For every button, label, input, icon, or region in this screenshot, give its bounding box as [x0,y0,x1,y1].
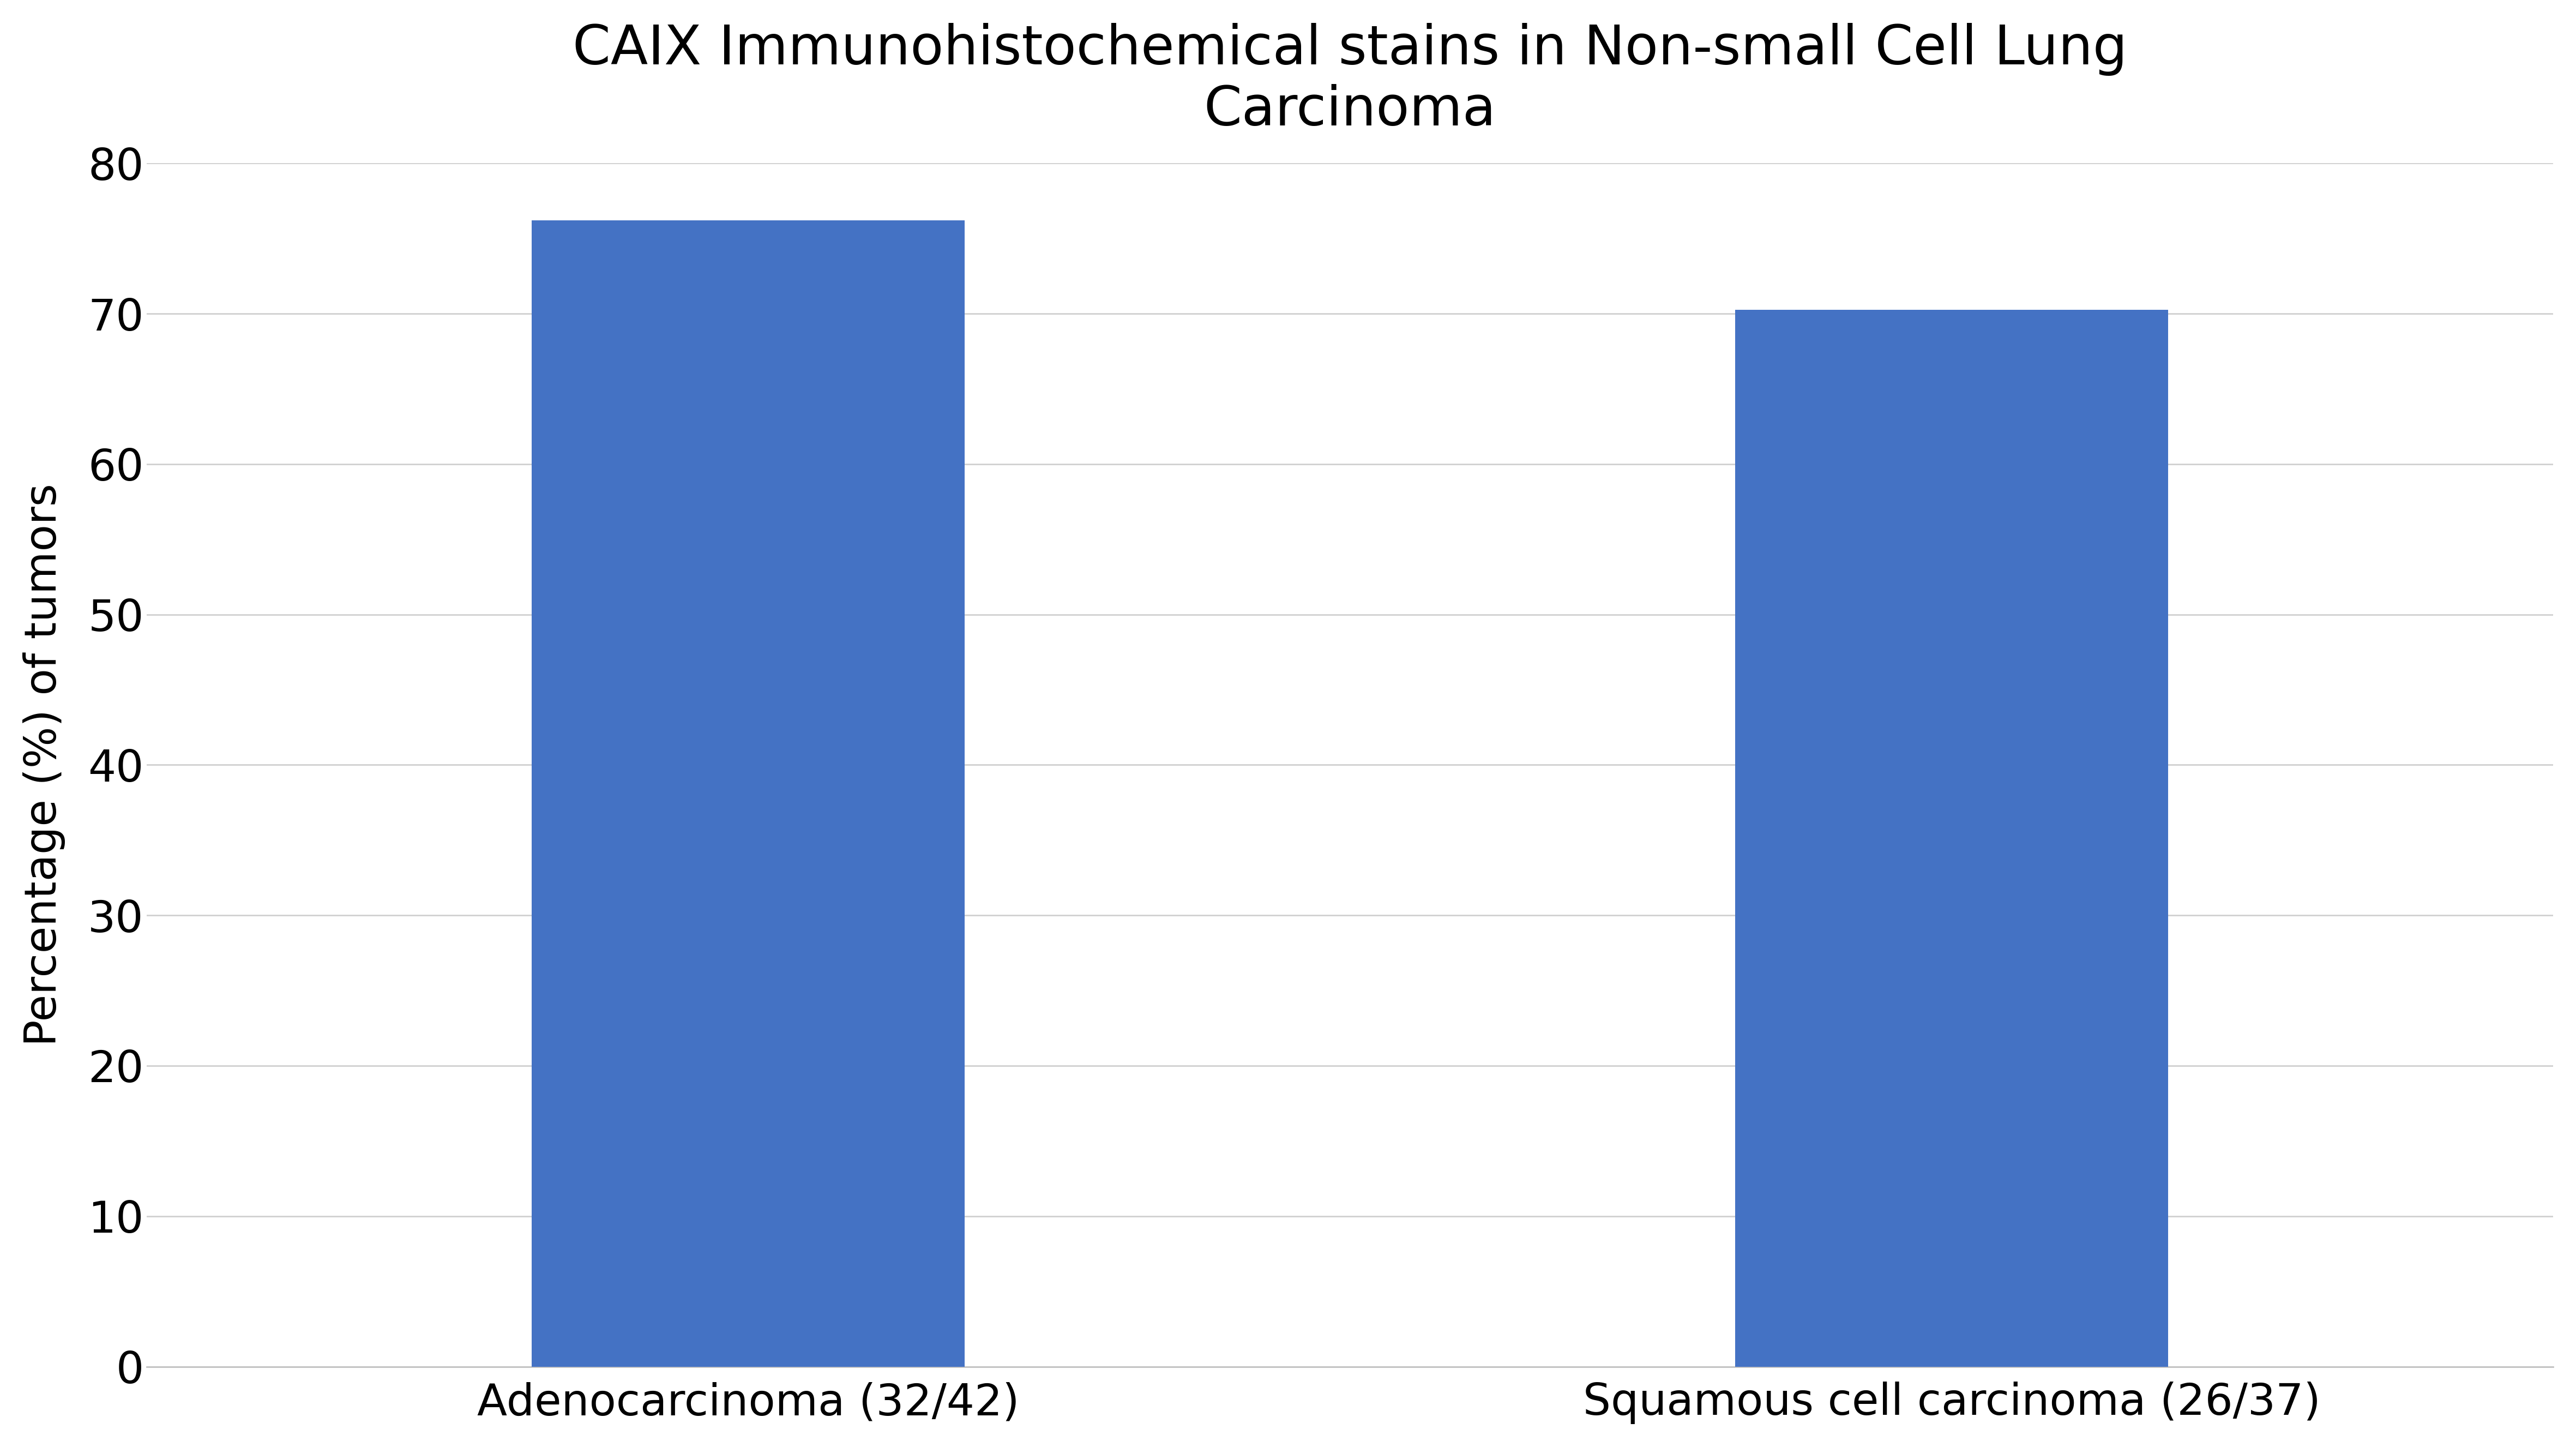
Bar [1736,310,2169,1366]
Title: CAIX Immunohistochemical stains in Non-small Cell Lung
Carcinoma: CAIX Immunohistochemical stains in Non-s… [572,23,2128,137]
Y-axis label: Percentage (%) of tumors: Percentage (%) of tumors [23,483,64,1046]
Bar [531,220,966,1366]
